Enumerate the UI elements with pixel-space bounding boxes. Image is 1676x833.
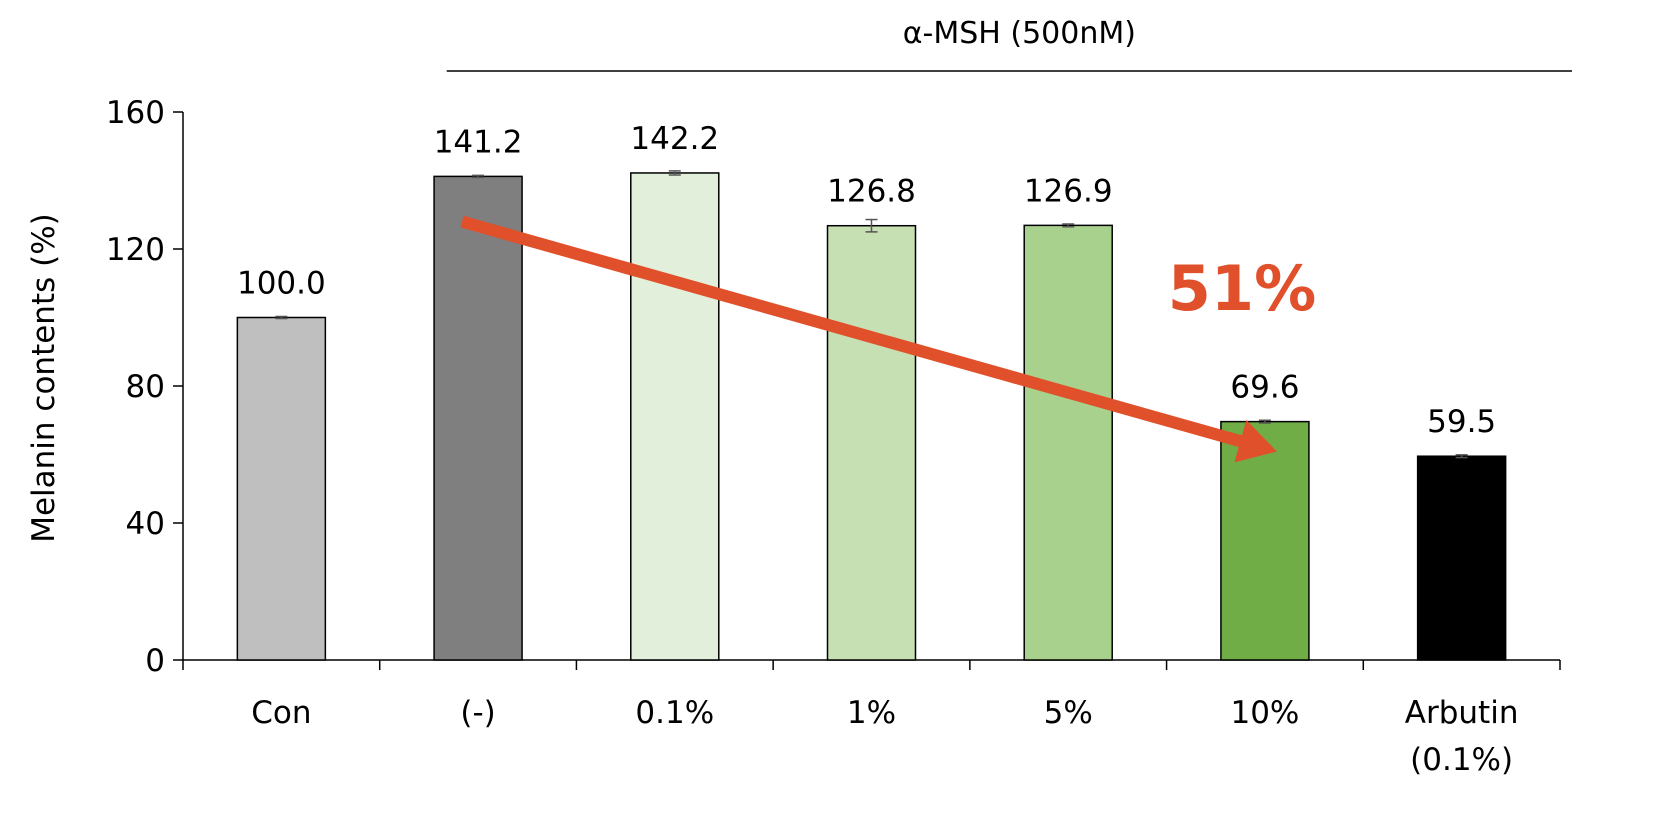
reduction-callout: 51% bbox=[1168, 252, 1316, 325]
bar bbox=[236, 316, 327, 661]
x-axis bbox=[182, 659, 1561, 670]
group-annotation: α-MSH (500nM) bbox=[446, 16, 1572, 72]
y-tick-label: 120 bbox=[106, 232, 165, 268]
category-label: 5% bbox=[1044, 695, 1093, 731]
data-labels: 100.0 141.2 142.2 126.8 126.9 69.6 59.5 bbox=[237, 121, 1496, 440]
trend-arrow-shape bbox=[460, 215, 1277, 463]
category-label: (-) bbox=[460, 695, 495, 731]
y-axis-title: Melanin contents (%) bbox=[26, 213, 62, 543]
trend-arrow bbox=[460, 215, 1277, 463]
data-label: 100.0 bbox=[237, 266, 326, 302]
category-label: 1% bbox=[847, 695, 896, 731]
data-label: 59.5 bbox=[1427, 404, 1496, 440]
y-tick-label: 160 bbox=[106, 95, 165, 131]
bars bbox=[236, 172, 1507, 661]
bar bbox=[1220, 420, 1310, 661]
y-tick-label: 80 bbox=[126, 369, 165, 405]
group-label: α-MSH (500nM) bbox=[903, 16, 1136, 51]
category-label: Arbutin bbox=[1405, 695, 1519, 731]
y-tick-label: 0 bbox=[145, 643, 165, 679]
category-label: Con bbox=[251, 695, 311, 731]
bar bbox=[826, 224, 917, 661]
error-bars bbox=[275, 170, 1468, 459]
data-label: 142.2 bbox=[630, 121, 719, 157]
data-label: 126.9 bbox=[1024, 173, 1113, 209]
category-label: 10% bbox=[1230, 695, 1299, 731]
y-axis: 0 40 80 120 160 bbox=[106, 95, 184, 679]
y-tick-label: 40 bbox=[126, 506, 165, 542]
data-label: 126.8 bbox=[827, 174, 916, 210]
category-labels: Con (-) 0.1% 1% 5% 10% Arbutin (0.1%) bbox=[251, 695, 1518, 778]
category-label: 0.1% bbox=[635, 695, 714, 731]
bar bbox=[1023, 224, 1113, 661]
bar bbox=[433, 175, 523, 661]
bar bbox=[630, 172, 720, 661]
bar bbox=[1416, 455, 1507, 661]
category-label-line2: (0.1%) bbox=[1410, 742, 1513, 778]
data-label: 141.2 bbox=[434, 124, 523, 160]
data-label: 69.6 bbox=[1230, 370, 1299, 406]
